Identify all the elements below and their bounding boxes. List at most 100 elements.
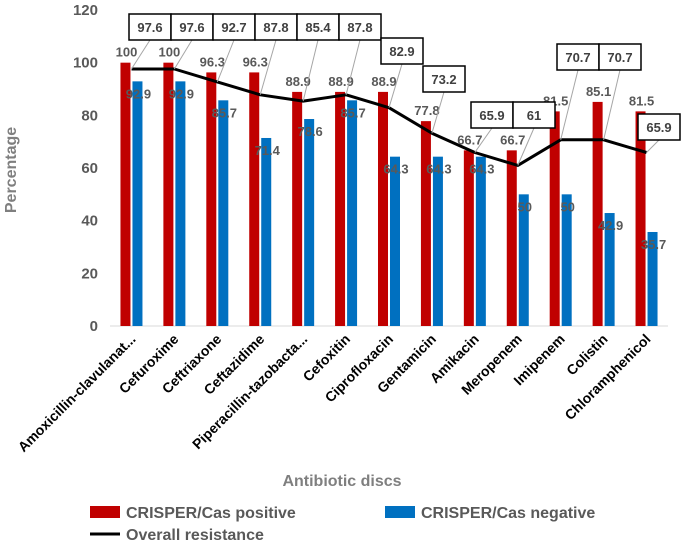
bar-positive bbox=[549, 111, 560, 326]
y-tick-label: 20 bbox=[81, 265, 98, 282]
bar-negative bbox=[347, 100, 358, 326]
data-label-positive: 88.9 bbox=[371, 74, 396, 89]
y-axis-title: Percentage bbox=[3, 127, 20, 213]
data-label-negative: 64.3 bbox=[469, 162, 494, 177]
data-label-overall: 92.7 bbox=[221, 20, 246, 35]
data-label-negative: 50 bbox=[560, 199, 574, 214]
overall-label-leader bbox=[259, 39, 277, 95]
overall-label-leader bbox=[345, 39, 361, 95]
legend-label: CRISPER/Cas positive bbox=[126, 505, 296, 522]
y-tick-label: 100 bbox=[73, 55, 98, 72]
data-label-overall: 82.9 bbox=[389, 44, 414, 59]
bar-negative bbox=[518, 194, 529, 326]
overall-label-leader bbox=[646, 139, 660, 153]
overall-label-leader bbox=[474, 127, 493, 153]
bar-positive bbox=[420, 121, 431, 326]
data-label-positive: 66.7 bbox=[500, 132, 525, 147]
data-label-negative: 92.9 bbox=[169, 86, 194, 101]
overall-label-leader bbox=[388, 63, 403, 108]
data-label-overall: 85.4 bbox=[305, 20, 331, 35]
overall-label-box bbox=[170, 13, 214, 41]
bar-negative bbox=[261, 137, 272, 326]
data-label-negative: 71.4 bbox=[255, 143, 281, 158]
bar-positive bbox=[463, 150, 474, 326]
data-label-overall: 73.2 bbox=[431, 72, 456, 87]
data-label-negative: 64.3 bbox=[383, 162, 408, 177]
data-label-positive: 81.5 bbox=[629, 93, 654, 108]
overall-label-leader bbox=[560, 69, 579, 140]
overall-label-box bbox=[296, 13, 340, 41]
data-label-overall: 97.6 bbox=[137, 20, 162, 35]
bar-negative bbox=[475, 156, 486, 326]
bar-negative bbox=[175, 81, 186, 326]
bar-negative bbox=[604, 213, 615, 326]
data-label-positive: 88.9 bbox=[328, 74, 353, 89]
y-tick-label: 0 bbox=[90, 318, 98, 335]
data-label-negative: 85.7 bbox=[340, 105, 365, 120]
bar-negative bbox=[561, 194, 572, 326]
overall-label-box bbox=[254, 13, 298, 41]
overall-label-leader bbox=[131, 39, 151, 70]
data-label-positive: 88.9 bbox=[285, 74, 310, 89]
y-tick-label: 80 bbox=[81, 107, 98, 124]
y-tick-label: 40 bbox=[81, 213, 98, 230]
data-label-overall: 70.7 bbox=[565, 50, 590, 65]
data-label-positive: 66.7 bbox=[457, 132, 482, 147]
bar-positive bbox=[506, 150, 517, 326]
overall-label-leader bbox=[302, 39, 319, 102]
y-tick-label: 120 bbox=[73, 2, 98, 19]
overall-label-box bbox=[556, 43, 600, 71]
bar-positive bbox=[378, 91, 388, 326]
bar-positive bbox=[335, 91, 346, 326]
data-label-negative: 50 bbox=[518, 199, 532, 214]
legend-swatch bbox=[385, 506, 415, 518]
bar-negative bbox=[647, 231, 658, 326]
data-label-positive: 100 bbox=[159, 45, 181, 60]
plot-area: 0 20 40 60 80 100 120 100 92.9 100 92.9 96.3 85.7 96.… bbox=[15, 2, 681, 455]
data-label-overall: 65.9 bbox=[646, 120, 671, 135]
bar-positive bbox=[592, 101, 603, 326]
data-label-positive: 96.3 bbox=[200, 54, 225, 69]
data-label-negative: 85.7 bbox=[212, 105, 237, 120]
bar-positive bbox=[206, 72, 217, 326]
overall-label-leader bbox=[431, 91, 445, 134]
data-label-overall: 61 bbox=[527, 108, 541, 123]
overall-label-box bbox=[637, 113, 681, 141]
data-label-negative: 92.9 bbox=[126, 86, 151, 101]
data-label-positive: 96.3 bbox=[243, 54, 268, 69]
legend: CRISPER/Cas positive CRISPER/Cas negative… bbox=[90, 505, 595, 541]
data-label-overall: 87.8 bbox=[347, 20, 372, 35]
data-label-negative: 78.6 bbox=[297, 124, 322, 139]
legend-label: Overall resistance bbox=[126, 527, 264, 541]
data-label-overall: 70.7 bbox=[607, 50, 632, 65]
overall-label-box bbox=[422, 65, 466, 93]
bar-positive bbox=[249, 72, 260, 326]
data-label-negative: 42.9 bbox=[598, 218, 623, 233]
data-label-negative: 64.3 bbox=[426, 162, 451, 177]
data-label-overall: 87.8 bbox=[263, 20, 288, 35]
data-label-positive: 85.1 bbox=[586, 84, 611, 99]
data-label-overall: 97.6 bbox=[179, 20, 204, 35]
x-axis-title: Antibiotic discs bbox=[282, 473, 401, 490]
legend-label: CRISPER/Cas negative bbox=[421, 505, 595, 522]
bar-negative bbox=[390, 156, 400, 326]
overall-label-leader bbox=[517, 127, 535, 166]
legend-swatch bbox=[90, 506, 120, 518]
overall-label-leader bbox=[173, 39, 193, 70]
bar-negative bbox=[304, 119, 315, 327]
bar-positive bbox=[635, 111, 646, 326]
bar-negative bbox=[432, 156, 443, 326]
y-tick-label: 60 bbox=[81, 160, 98, 177]
data-label-positive: 77.8 bbox=[414, 103, 439, 118]
bar-positive bbox=[120, 62, 131, 327]
bar-negative bbox=[218, 100, 229, 326]
bar-positive bbox=[163, 62, 174, 327]
data-label-overall: 65.9 bbox=[479, 108, 504, 123]
overall-label-box bbox=[598, 43, 642, 71]
overall-label-box bbox=[338, 13, 382, 41]
overall-label-box bbox=[380, 37, 424, 65]
overall-label-leader bbox=[216, 39, 235, 83]
x-tick-label: Amoxicillin-clavulanat... bbox=[15, 331, 139, 455]
overall-label-box bbox=[470, 101, 514, 129]
